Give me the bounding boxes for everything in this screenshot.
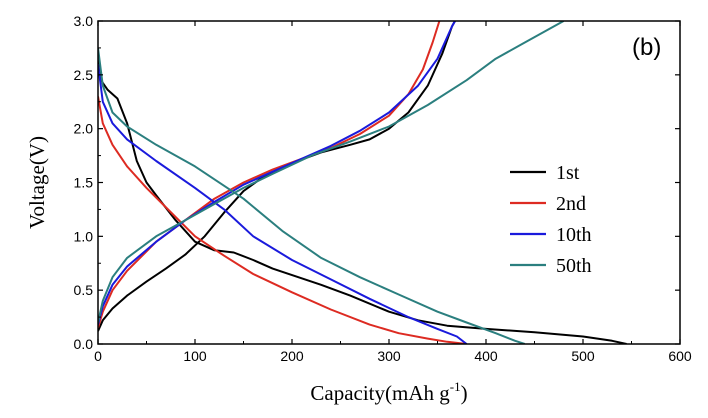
plot-frame bbox=[97, 20, 681, 345]
legend-label-50th: 50th bbox=[556, 255, 592, 277]
legend: 1st 2nd 10th 50th bbox=[510, 162, 592, 277]
panel-label: (b) bbox=[632, 34, 661, 61]
series-2nd-discharge-line bbox=[98, 96, 467, 344]
y-tick-label: 0.5 bbox=[74, 282, 94, 298]
y-tick-label: 0.0 bbox=[74, 336, 94, 352]
x-axis-title-suffix: ) bbox=[461, 381, 468, 405]
series-50th-discharge-line bbox=[98, 47, 526, 344]
tick-layer: 0 100 200 300 400 500 600 0.0 0.5 1.0 1.5 2.0 2.5 3.0 bbox=[74, 13, 692, 364]
y-axis-title: Voltage(V) bbox=[25, 136, 49, 229]
x-axis-title-main: Capacity(mAh g bbox=[310, 381, 450, 405]
x-axis-title-superscript: -1 bbox=[450, 379, 461, 394]
x-tick-label: 0 bbox=[94, 348, 102, 364]
x-axis-title: Capacity(mAh g-1) bbox=[310, 379, 467, 405]
series-1st-discharge-line bbox=[98, 53, 627, 344]
legend-label-10th: 10th bbox=[556, 224, 592, 246]
x-tick-label: 200 bbox=[280, 348, 304, 364]
series-50th-charge-line bbox=[98, 21, 565, 323]
x-tick-label: 100 bbox=[183, 348, 207, 364]
y-tick-label: 1.5 bbox=[74, 175, 94, 191]
series-10th-discharge-line bbox=[98, 63, 468, 344]
y-tick-label: 2.5 bbox=[74, 67, 94, 83]
series-layer bbox=[98, 21, 627, 344]
x-tick-label: 500 bbox=[571, 348, 595, 364]
x-tick-label: 300 bbox=[377, 348, 401, 364]
x-tick-label: 600 bbox=[668, 348, 692, 364]
y-tick-label: 3.0 bbox=[74, 13, 94, 29]
y-tick-label: 1.0 bbox=[74, 228, 94, 244]
y-tick-label: 2.0 bbox=[74, 121, 94, 137]
series-2nd-charge-line bbox=[98, 21, 441, 329]
series-10th-charge-line bbox=[98, 21, 456, 325]
x-tick-label: 400 bbox=[474, 348, 498, 364]
legend-label-1st: 1st bbox=[556, 162, 580, 184]
legend-label-2nd: 2nd bbox=[556, 193, 586, 215]
